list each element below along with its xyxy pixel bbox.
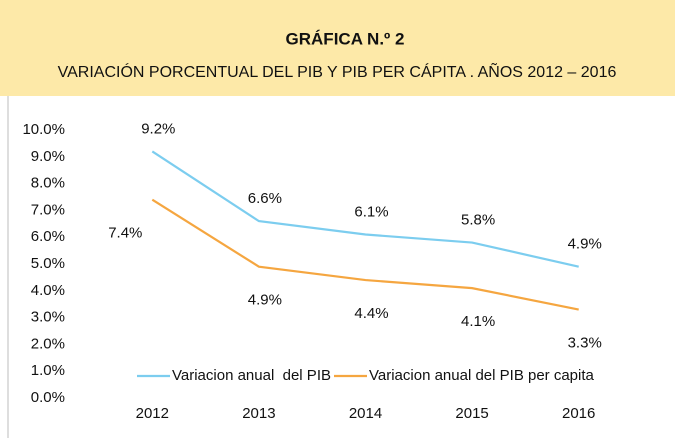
data-label: 6.1% — [354, 203, 388, 220]
x-tick-label: 2016 — [562, 405, 595, 422]
y-tick-label: 2.0% — [31, 335, 65, 352]
data-line — [151, 150, 579, 268]
y-tick-label: 4.0% — [31, 282, 65, 299]
data-line — [151, 198, 579, 311]
data-label: 3.3% — [568, 335, 602, 352]
x-tick-label: 2013 — [242, 405, 275, 422]
y-tick-label: 6.0% — [31, 228, 65, 245]
y-tick-label: 7.0% — [31, 201, 65, 218]
chart-title: GRÁFICA N.º 2 — [286, 29, 405, 48]
data-label: 4.4% — [354, 305, 388, 322]
data-label: 4.9% — [568, 236, 602, 253]
x-tick-label: 2014 — [349, 405, 382, 422]
x-tick-label: 2015 — [455, 405, 488, 422]
data-label: 9.2% — [141, 120, 175, 137]
header-band — [0, 0, 675, 96]
chart-subtitle: VARIACIÓN PORCENTUAL DEL PIB Y PIB PER C… — [58, 61, 617, 81]
x-tick-label: 2012 — [136, 405, 169, 422]
legend-label: Variacion anual del PIB per capita — [369, 367, 595, 384]
data-label: 5.8% — [461, 212, 495, 229]
data-label: 4.1% — [461, 313, 495, 330]
data-label: 4.9% — [248, 292, 282, 309]
data-label: 7.4% — [108, 225, 142, 242]
data-label: 6.6% — [248, 190, 282, 207]
y-tick-label: 10.0% — [22, 121, 65, 138]
y-tick-label: 8.0% — [31, 175, 65, 192]
y-tick-label: 1.0% — [31, 362, 65, 379]
y-tick-label: 3.0% — [31, 309, 65, 326]
y-tick-label: 5.0% — [31, 255, 65, 272]
y-tick-label: 0.0% — [31, 389, 65, 406]
legend-label: Variacion anual del PIB — [172, 367, 331, 384]
y-tick-label: 9.0% — [31, 148, 65, 165]
